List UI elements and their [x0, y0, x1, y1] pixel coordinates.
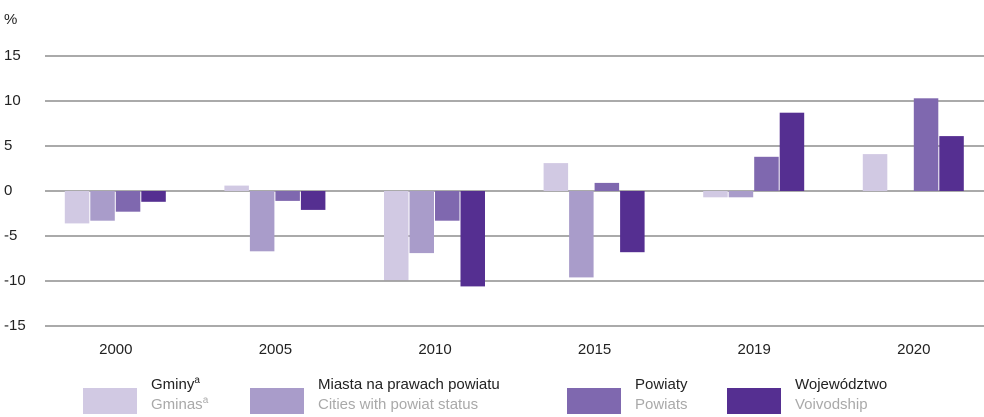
legend-label: Gminya: [151, 375, 200, 393]
legend-name: Miasta na prawach powiatu: [318, 376, 500, 393]
legend-label: Miasta na prawach powiatu: [318, 376, 500, 393]
bar: [569, 191, 594, 278]
y-tick-label: -10: [4, 272, 26, 289]
legend-label-en: Gminasa: [151, 395, 209, 413]
legend-label-en: Voivodship: [795, 396, 868, 413]
legend-superscript: a: [194, 375, 200, 386]
legend-name-en: Cities with powiat status: [318, 396, 478, 413]
x-tick-label: 2000: [99, 341, 132, 358]
legend-swatch: [250, 388, 304, 414]
bar: [64, 191, 90, 224]
bar: [300, 191, 326, 210]
bar: [115, 191, 141, 212]
x-tick-label: 2015: [578, 341, 611, 358]
bar: [728, 191, 754, 198]
bar: [913, 98, 939, 191]
bar: [141, 191, 166, 202]
legend-label-en: Powiats: [635, 396, 688, 413]
y-tick-label: -15: [4, 317, 26, 334]
legend-name: Województwo: [795, 376, 887, 393]
legend-name-en: Gminas: [151, 396, 203, 413]
bar: [543, 163, 569, 191]
x-tick-label: 2005: [259, 341, 292, 358]
y-tick-label: -5: [4, 227, 17, 244]
bar: [275, 191, 300, 201]
bar: [754, 156, 779, 191]
bar: [384, 191, 409, 281]
legend-name: Gminy: [151, 376, 195, 393]
bar: [224, 185, 249, 191]
x-tick-label: 2010: [418, 341, 451, 358]
y-tick-label: 15: [4, 47, 21, 64]
legend-superscript: a: [203, 395, 209, 406]
legend-swatch: [727, 388, 781, 414]
legend-name-en: Powiats: [635, 396, 688, 413]
bar: [779, 112, 805, 191]
bar: [703, 191, 728, 198]
legend-name: Powiaty: [635, 376, 688, 393]
legend-swatch: [83, 388, 137, 414]
legend-label: Województwo: [795, 376, 887, 393]
legend-label-en: Cities with powiat status: [318, 396, 478, 413]
bar: [435, 191, 460, 221]
bar: [594, 182, 620, 191]
x-tick-label: 2019: [738, 341, 771, 358]
bar: [249, 191, 275, 252]
bar: [620, 191, 645, 253]
legend-name-en: Voivodship: [795, 396, 868, 413]
y-tick-label: 10: [4, 92, 21, 109]
x-tick-label: 2020: [897, 341, 930, 358]
bar: [460, 191, 485, 287]
y-axis-label: %: [4, 11, 17, 28]
y-tick-label: 5: [4, 137, 12, 154]
legend-label: Powiaty: [635, 376, 688, 393]
bar: [939, 136, 964, 191]
bar: [409, 191, 434, 254]
y-tick-label: 0: [4, 182, 12, 199]
bar: [862, 154, 888, 191]
legend-swatch: [567, 388, 621, 414]
bar: [90, 191, 115, 221]
